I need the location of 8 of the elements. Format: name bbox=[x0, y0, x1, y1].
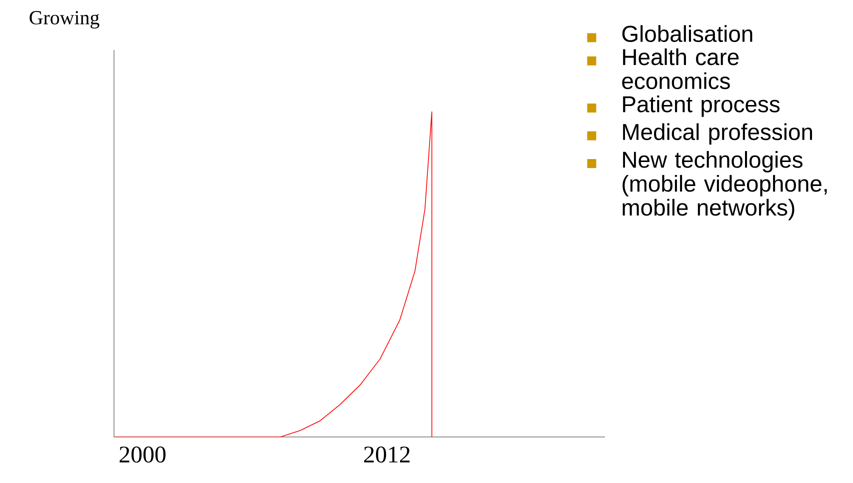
x-tick-label: 2012 bbox=[364, 446, 410, 463]
text: Medical profession bbox=[623, 123, 812, 145]
x-tick-label: 2000 bbox=[120, 446, 166, 463]
text: Health care economics bbox=[622, 48, 739, 90]
text: Globalisation bbox=[622, 25, 752, 42]
y-axis-title: Growing bbox=[30, 11, 100, 29]
text: Patient process bbox=[623, 96, 780, 117]
text: New technologies (mobile videophone, mobile networks) bbox=[622, 151, 827, 220]
